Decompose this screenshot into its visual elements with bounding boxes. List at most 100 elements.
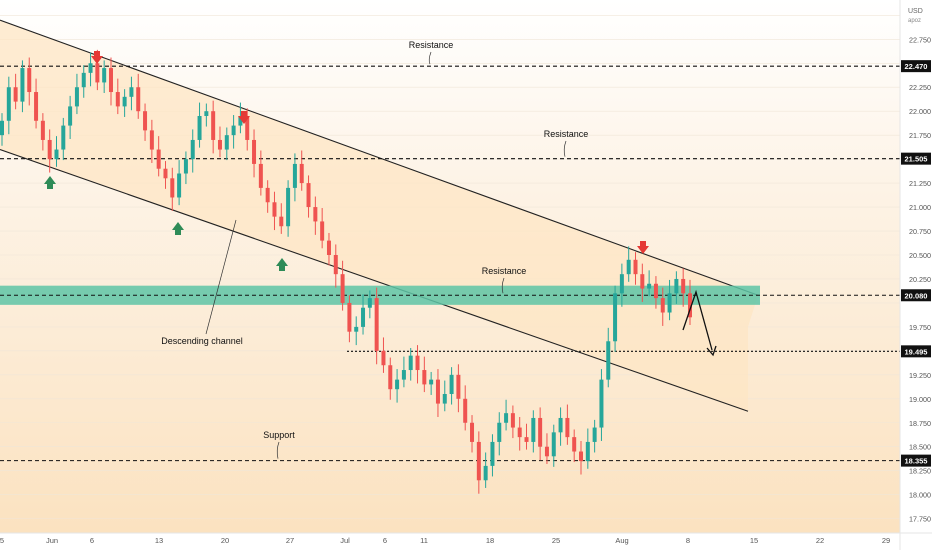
candle-body	[347, 302, 352, 332]
annotations: Resistance Resistance Resistance Support Des…	[44, 40, 717, 459]
candle-body	[524, 437, 529, 442]
candle-body	[0, 120, 4, 136]
annotation-pointer	[563, 140, 567, 157]
candle-body	[456, 374, 461, 399]
candle-body	[177, 173, 182, 198]
candle-body	[224, 135, 229, 150]
time-tick-label: 27	[286, 536, 294, 545]
candle-body	[640, 274, 645, 289]
time-tick-label: 6	[90, 536, 94, 545]
price-tick-label: 20.500	[909, 251, 931, 260]
channel-lower-line	[0, 149, 749, 412]
candle-body	[435, 379, 440, 404]
candle-body	[231, 125, 236, 136]
level-price-label: 22.470	[905, 62, 928, 71]
level-price-tag	[901, 345, 931, 358]
price-tick-label: 20.750	[909, 227, 931, 236]
candle-body	[463, 398, 468, 423]
candle-body	[27, 68, 32, 93]
currency-label: USD	[908, 8, 923, 15]
candle-body	[286, 187, 291, 227]
candle-body	[361, 307, 366, 327]
candle-body	[367, 298, 372, 308]
candle-body	[401, 370, 406, 380]
candle-body	[279, 216, 284, 227]
sell-arrow-icon	[637, 241, 649, 254]
candle-body	[245, 115, 250, 140]
candle-body	[490, 441, 495, 466]
candle-body	[667, 293, 672, 313]
price-tick-label: 19.750	[909, 323, 931, 332]
candle-body	[149, 130, 154, 150]
candle-body	[354, 326, 359, 332]
candle-body	[136, 87, 141, 112]
price-tick-label: 22.250	[909, 83, 931, 92]
candle-body	[510, 413, 515, 428]
candle-body	[504, 413, 509, 423]
time-tick-label: 13	[155, 536, 163, 545]
channel-fill	[0, 20, 758, 412]
price-tick-label: 20.250	[909, 275, 931, 284]
time-axis[interactable]: 5 Jun 6 13 20 27 Jul 6 11 18 25 Aug 8 15 22 29	[0, 532, 932, 545]
level-price-label: 18.355	[905, 457, 928, 466]
candle-body	[340, 274, 345, 303]
candle-body	[211, 111, 216, 140]
price-tick-label: 19.000	[909, 395, 931, 404]
candle-body	[613, 293, 618, 342]
candle-body	[258, 163, 263, 188]
candle-body	[217, 139, 222, 150]
candle-body	[292, 163, 297, 188]
time-tick-label: 29	[882, 536, 890, 545]
candle-body	[572, 437, 577, 452]
level-annotation: Resistance	[409, 40, 454, 50]
candle-body	[551, 432, 556, 457]
candle-body	[102, 68, 107, 83]
time-tick-label: 18	[486, 536, 494, 545]
candle-body	[238, 115, 243, 126]
candle-body	[163, 168, 168, 179]
candle-body	[395, 379, 400, 390]
candle-body	[633, 259, 638, 275]
candle-body	[606, 341, 611, 380]
candle-body	[88, 63, 93, 73]
candle-body	[299, 163, 304, 184]
candle-body	[579, 451, 584, 462]
candle-body	[122, 96, 127, 107]
candle-body	[538, 417, 543, 447]
candle-body	[81, 72, 86, 88]
price-tick-label: 18.500	[909, 443, 931, 452]
candle-body	[326, 240, 331, 255]
buy-arrow-icon	[172, 222, 184, 235]
candle-body	[190, 139, 195, 160]
price-axis[interactable]: 22.470 21.505 20.080 19.495 18.355 USD apoz 17.…	[899, 0, 931, 550]
time-tick-label: 6	[383, 536, 387, 545]
buy-arrow-icon	[276, 258, 288, 271]
candle-body	[115, 92, 120, 107]
candle-body	[170, 178, 175, 198]
candle-body	[129, 87, 134, 97]
candle-body	[531, 417, 536, 442]
time-tick-label: 25	[552, 536, 560, 545]
candle-body	[381, 350, 386, 366]
projection-arrowhead-icon	[706, 345, 717, 357]
time-tick-label: 22	[816, 536, 824, 545]
level-price-label: 21.505	[905, 155, 928, 164]
time-tick-label: 8	[686, 536, 690, 545]
price-tick-label: 17.750	[909, 515, 931, 524]
candle-body	[681, 278, 686, 294]
candle-body	[6, 87, 11, 121]
time-tick-label: Aug	[615, 536, 628, 545]
candle-body	[592, 427, 597, 442]
annotation-pointer	[428, 51, 432, 65]
level-price-tag	[901, 60, 931, 73]
level-price-tag	[901, 152, 931, 165]
sell-arrow-icon	[238, 111, 250, 124]
candle-body	[40, 120, 45, 140]
candle-body	[61, 125, 66, 150]
level-price-label: 20.080	[905, 291, 928, 300]
price-tick-label: 21.000	[909, 203, 931, 212]
candle-body	[388, 365, 393, 390]
price-tick-label: 21.250	[909, 179, 931, 188]
candle-body	[674, 278, 679, 294]
candle-body	[265, 187, 270, 203]
